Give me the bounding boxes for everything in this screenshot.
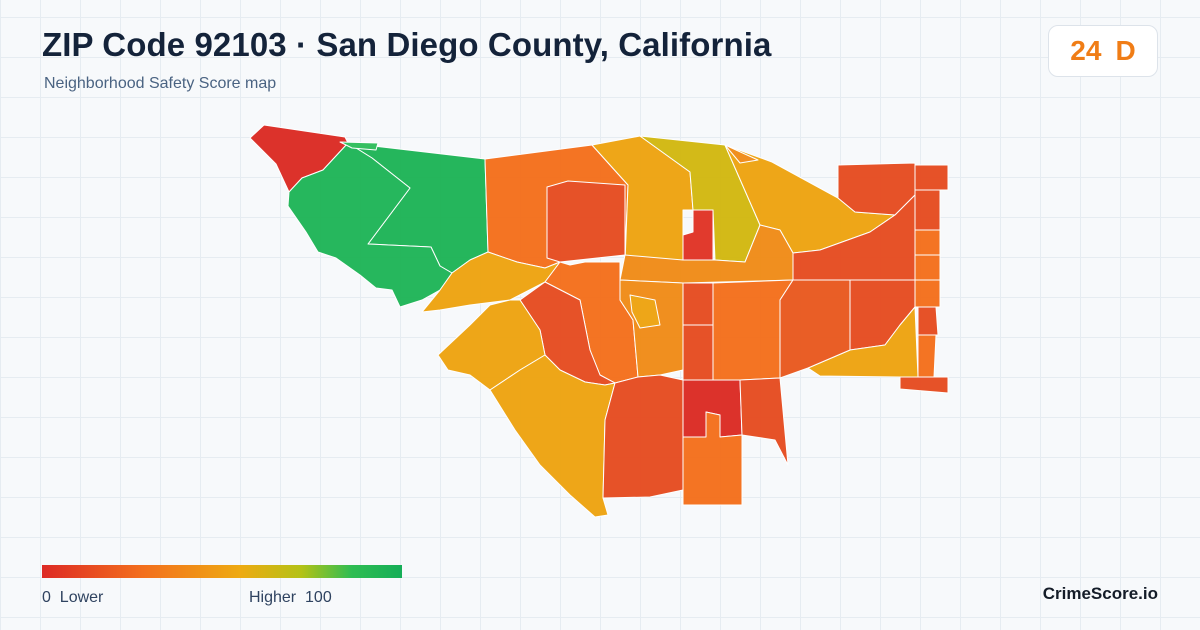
map-region-east-strip-8[interactable] <box>899 376 949 394</box>
map-region-red-small[interactable] <box>682 209 714 261</box>
page-subtitle: Neighborhood Safety Score map <box>44 75 277 92</box>
score-badge: 24 D <box>1048 25 1158 77</box>
map-region-south-orange[interactable] <box>682 411 743 506</box>
brand-logo: CrimeScore.io <box>1042 584 1158 603</box>
map-region-east-strip-3[interactable] <box>914 229 941 256</box>
score-value: 24 <box>1070 35 1102 66</box>
map-region-east-strip-7[interactable] <box>917 334 937 378</box>
map-region-west-block[interactable] <box>546 180 626 263</box>
legend-max-label: Higher 100 <box>249 589 332 606</box>
map-region-green-west[interactable] <box>287 142 453 308</box>
map-region-central-amber-inner[interactable] <box>629 294 661 329</box>
legend-min-label: 0 Lower <box>42 589 104 606</box>
map-region-south-red[interactable] <box>602 374 684 499</box>
map-region-east-strip-4[interactable] <box>914 254 941 281</box>
map-region-east-strip-2[interactable] <box>914 189 941 231</box>
map-region-east-strip-6[interactable] <box>917 306 939 336</box>
map-region-green-strip[interactable] <box>339 141 379 151</box>
score-legend: 0 Lower Higher 100 <box>42 565 402 606</box>
legend-color-bar <box>42 565 402 578</box>
map-region-red-column[interactable] <box>682 282 714 326</box>
score-grade: D <box>1115 35 1136 66</box>
header: ZIP Code 92103 · San Diego County, Calif… <box>0 0 1200 96</box>
page-title: ZIP Code 92103 · San Diego County, Calif… <box>42 26 772 63</box>
map-region-east-strip-5[interactable] <box>914 279 941 308</box>
map-region-east-strip-1[interactable] <box>914 164 949 191</box>
map-region-amber-ne-strip[interactable] <box>724 144 759 164</box>
map-region-south-east[interactable] <box>739 377 789 466</box>
map-region-red-column-2[interactable] <box>682 324 714 381</box>
